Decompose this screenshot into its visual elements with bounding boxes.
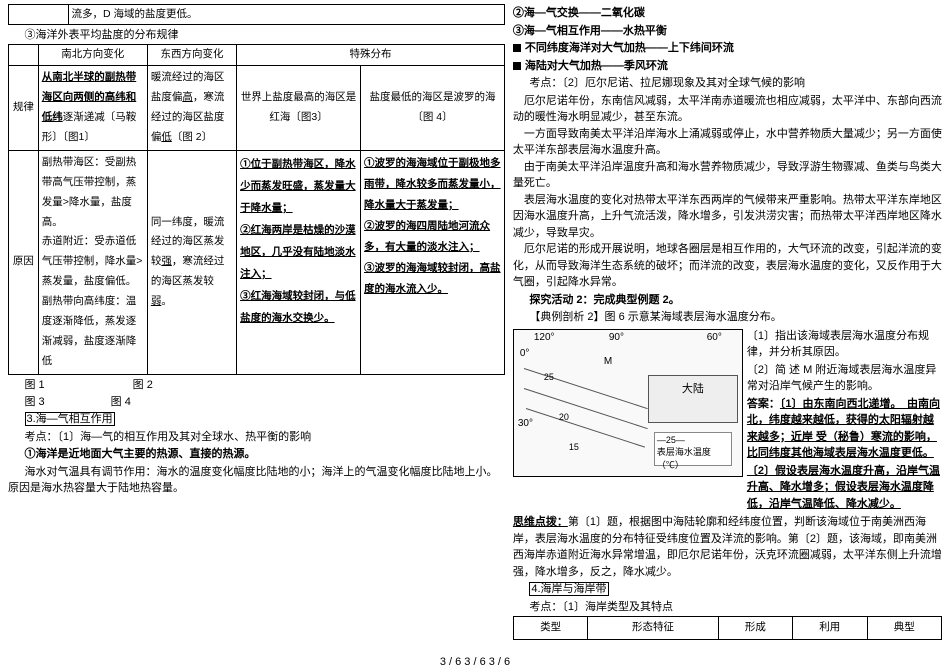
question-2: 〔2〕简 述 M 附近海域表层海水温度异常对沿岸气候产生的影响。 [747, 362, 942, 395]
text: 低 [161, 131, 172, 143]
example-2: 【典例剖析 2】图 6 示意某海域表层海水温度分布。 [513, 309, 942, 326]
point-4: 不同纬度海洋对大气加热——上下纬间环流 [513, 40, 942, 57]
kaodian-1: 考点：〔1〕海—气的相互作用及其对全球水、热平衡的影响 [8, 429, 505, 446]
cell: ①位于副热带海区，降水少而蒸发旺盛，蒸发量大于降水量； ②红海两岸是枯燥的沙漠地… [237, 150, 361, 374]
table-salinity-law: 南北方向变化 东西方向变化 特殊分布 规律 从南北半球的副热带海区向两侧的高纬和… [8, 44, 505, 375]
row-head: 原因 [9, 150, 39, 374]
land-block: 大陆 [648, 375, 738, 423]
cell: 从南北半球的副热带海区向两侧的高纬和低纬逐渐递减〔马鞍形〕〔图1〕 [38, 65, 147, 150]
cell: 世界上盐度最高的海区是红海〔图3〕 [237, 65, 361, 150]
text: ③波罗的海海域较封闭，高盐度的海水流入少。 [364, 262, 501, 295]
th: 利用 [793, 617, 867, 640]
iso-value: 15 [569, 442, 579, 452]
point-3: ③海—气相互作用——水热平衡 [513, 23, 942, 40]
activity-2: 探究活动 2：完成典型例题 2。 [513, 292, 942, 309]
text: ②红海两岸是枯燥的沙漠地区，几乎没有陆地淡水注入； [240, 224, 356, 280]
th: 形态特征 [588, 617, 718, 640]
text: 强 [161, 255, 172, 267]
M-label: M [604, 356, 612, 367]
paragraph-elnino: 厄尔尼诺年份，东南信风减弱，太平洋南赤道暖流也相应减弱，太平洋中、东部向西流动的… [513, 93, 942, 291]
point-1-body: 海水对气温具有调节作用：海水的温度变化幅度比陆地的小；海洋上的气温变化幅度比陆地… [8, 464, 505, 497]
iso-value: 20 [559, 412, 569, 422]
cell: 流多，D 海域的盐度更低。 [68, 5, 504, 25]
lat-label: 0° [520, 348, 530, 359]
lon-label: 90° [609, 332, 624, 343]
chart-legend: —25— 表层海水温度（℃） [654, 432, 732, 466]
th: 特殊分布 [237, 45, 505, 66]
bullet-icon [513, 44, 521, 52]
left-column: 流多，D 海域的盐度更低。 ③海洋外表平均盐度的分布规律 南北方向变化 东西方向… [4, 4, 509, 668]
iso-value: 25 [544, 372, 554, 382]
figure-labels: 图 1 图 2 图 3 图 4 [8, 377, 505, 410]
text: 弱 [151, 295, 162, 307]
kaodian-3: 考点：〔1〕海岸类型及其特点 [513, 599, 942, 616]
text: 高 [182, 91, 193, 103]
cell: 盐度最低的海区是波罗的海〔图 4〕 [361, 65, 505, 150]
text: ③红海海域较封闭，与低盐度的海水交换少。 [240, 290, 356, 324]
th [9, 45, 39, 66]
text: 〔图 2〕 [172, 131, 212, 143]
page-footer: 3 / 6 3 / 6 3 / 6 [0, 656, 950, 668]
section-4: 4.海岸与海岸带 [513, 581, 942, 598]
cell [9, 5, 69, 25]
th: 东西方向变化 [147, 45, 236, 66]
answer: 答案：〔1〕由东南向西北递增。 由南向北，纬度越来越低，获得的太阳辐射越来越多；… [747, 396, 942, 462]
th: 形成 [718, 617, 792, 640]
point-1: ①海洋是近地面大气主要的热源、直接的热源。 [8, 446, 505, 463]
text: ①波罗的海海域位于副极地多雨带，降水较多而蒸发量小，降水量大于蒸发量； [364, 157, 501, 211]
cell: 同一纬度，暖流经过的海区蒸发较强，寒流经过的海区蒸发较弱。 [147, 150, 236, 374]
answer-2: 〔2〕假设表层海水温度升高，沿岸气温升高、降水增多；假设表层海水温度降低，沿岸气… [747, 463, 942, 513]
section-3: 3.海—气相互作用 [8, 411, 505, 428]
chart-and-qa: 120° 90° 60° 0° 30° M 25 20 15 大陆 —25— 表… [513, 327, 942, 514]
kaodian-2: 考点：〔2〕厄尔尼诺、拉尼娜现象及其对全球气候的影响 [513, 75, 942, 92]
legend-label: 表层海水温度（℃） [657, 445, 729, 471]
qa-block: 〔1〕指出该海域表层海水温度分布规律，并分析其原因。 〔2〕简 述 M 附近海域… [747, 327, 942, 514]
lon-label: 120° [534, 332, 555, 343]
thinking-tips: 思维点拨：第〔1〕题，根据图中海陆轮廓和经纬度位置，判断该海域位于南美洲西海岸，… [513, 514, 942, 580]
right-column: ②海—气交换——二氧化碳 ③海—气相互作用——水热平衡 不同纬度海洋对大气加热—… [509, 4, 946, 668]
point-5: 海陆对大气加热——季风环流 [513, 58, 942, 75]
th: 南北方向变化 [38, 45, 147, 66]
cell: 副热带海区：受副热带高气压带控制，蒸发量>降水量，盐度高。 赤道附近：受赤道低气… [38, 150, 147, 374]
cell: 暖流经过的海区盐度偏高，寒流经过的海区盐度偏低〔图 2〕 [147, 65, 236, 150]
chart-sea-temperature: 120° 90° 60° 0° 30° M 25 20 15 大陆 —25— 表… [513, 329, 743, 477]
heading-3: ③海洋外表平均盐度的分布规律 [8, 27, 505, 44]
bullet-icon [513, 62, 521, 70]
table-coast-types: 类型 形态特征 形成 利用 典型 [513, 616, 942, 640]
lat-label: 30° [518, 418, 533, 429]
point-2: ②海—气交换——二氧化碳 [513, 5, 942, 22]
question-1: 〔1〕指出该海域表层海水温度分布规律，并分析其原因。 [747, 328, 942, 361]
legend-line: —25— [657, 435, 729, 445]
lon-label: 60° [707, 332, 722, 343]
th: 典型 [867, 617, 941, 640]
th: 类型 [513, 617, 587, 640]
text: ①位于副热带海区，降水少而蒸发旺盛，蒸发量大于降水量； [240, 158, 356, 214]
text: ②波罗的海四周陆地河流众多，有大量的淡水注入； [364, 220, 490, 253]
row-head: 规律 [9, 65, 39, 150]
cell: ①波罗的海海域位于副极地多雨带，降水较多而蒸发量小，降水量大于蒸发量； ②波罗的… [361, 150, 505, 374]
text: 。 [161, 295, 172, 307]
table-top-fragment: 流多，D 海域的盐度更低。 [8, 4, 505, 25]
